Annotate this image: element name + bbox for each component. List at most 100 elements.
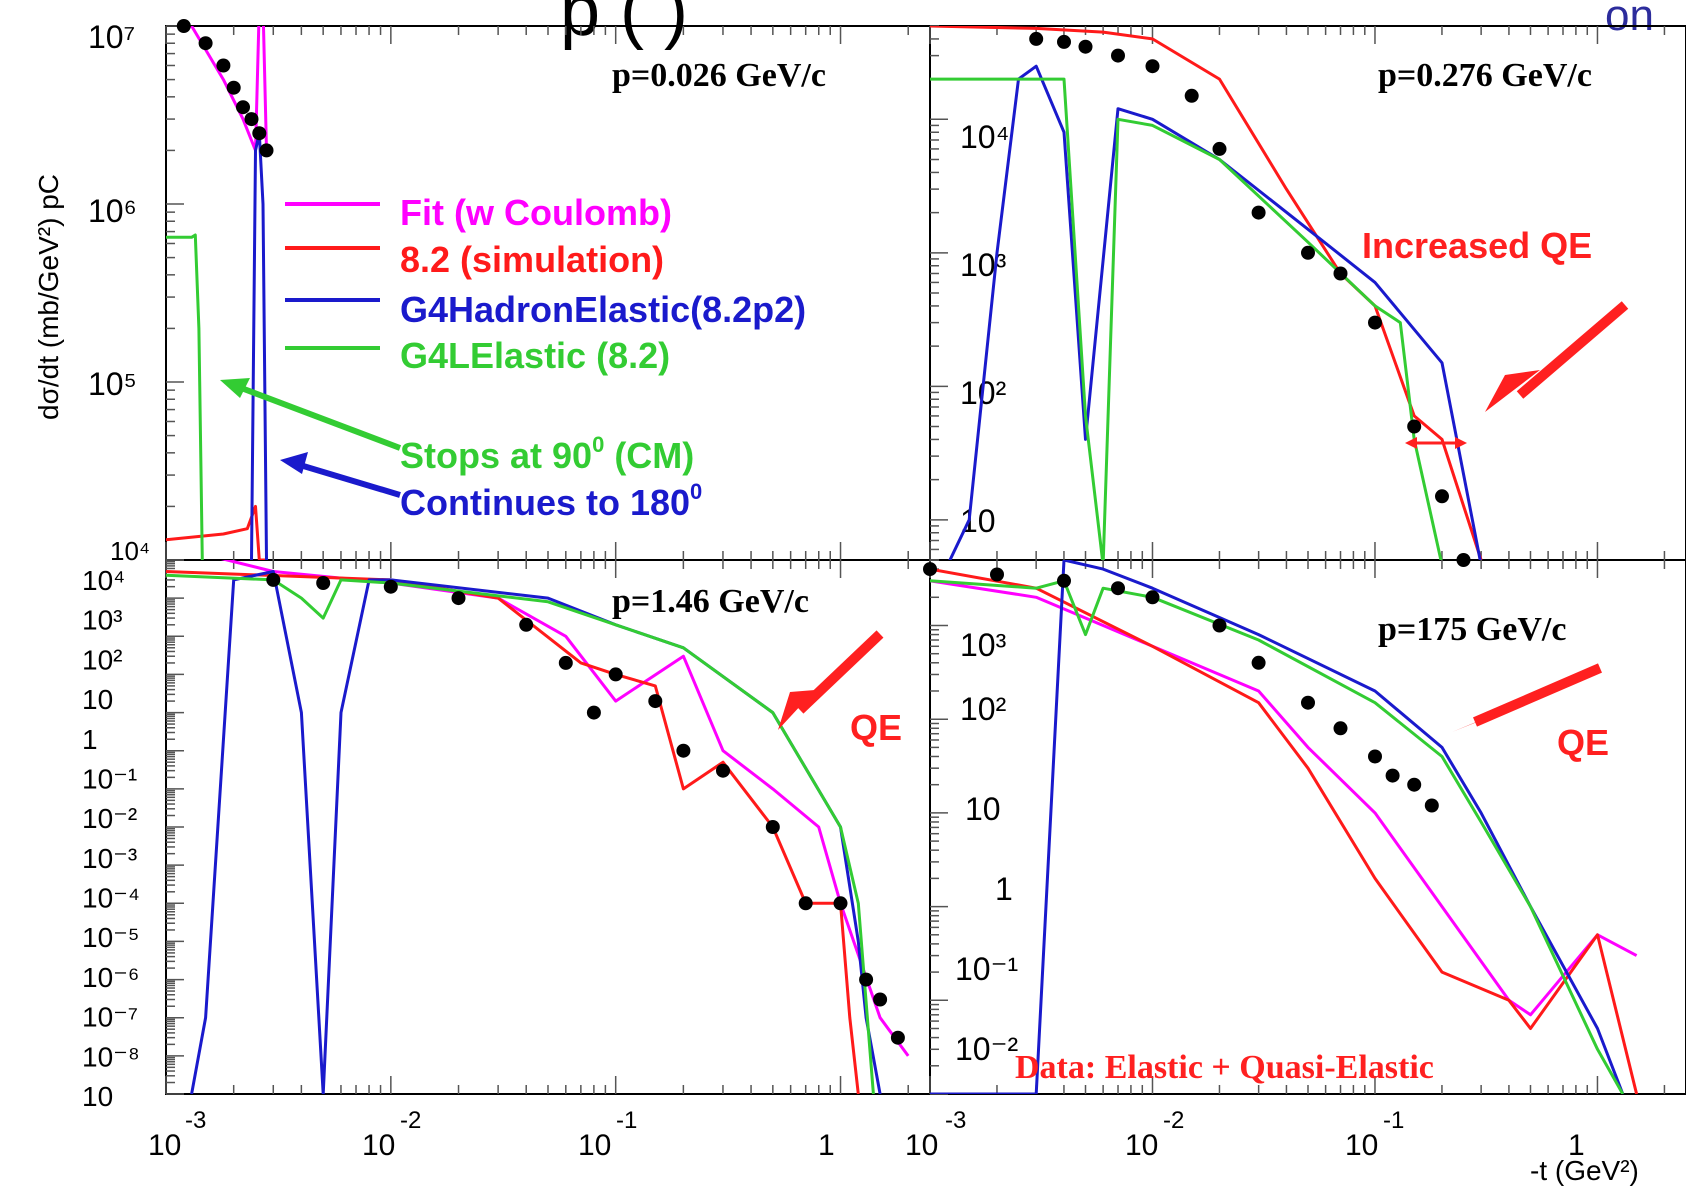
- arrow-qe-left: [796, 630, 884, 714]
- data-point: [1078, 39, 1093, 54]
- annotation-qe-right: QE: [1557, 722, 1609, 763]
- x-tick-label: 10: [1345, 1129, 1378, 1162]
- series-line-g4hadronelastic-8-2p2-: [948, 64, 1482, 560]
- x-tick-label: 10: [1125, 1129, 1158, 1162]
- data-point: [648, 694, 663, 709]
- data-point: [990, 567, 1004, 582]
- data-point: [1301, 695, 1315, 710]
- y-tick-label: 10⁻³: [82, 843, 137, 874]
- annotation-data-note: Data: Elastic + Quasi-Elastic: [1015, 1049, 1434, 1086]
- series-line-g4hadronelastic-8-2p2-: [250, 131, 268, 560]
- y-tick-label: 10⁴: [82, 565, 125, 596]
- y-tick-label: 10⁴: [110, 536, 150, 566]
- x-tick-label: 10: [578, 1129, 611, 1162]
- series-layer: [165, 25, 1666, 1095]
- panel-top-right: [929, 25, 1686, 561]
- y-ticks-top-left: 10⁷ 10⁶ 10⁵ 10⁴: [88, 19, 150, 566]
- y-tick-label: 10⁻¹: [955, 951, 1018, 987]
- series-line-8-2-simulation-: [930, 26, 1483, 560]
- annotation-continues-arrowhead: [280, 452, 308, 474]
- y-ticks-top-right: 10⁴ 10³ 10² 10: [960, 119, 1009, 539]
- data-point: [716, 763, 730, 778]
- y-tick-label: 10⁻²: [82, 803, 137, 834]
- legend-label-lelastic: G4LElastic (8.2): [400, 335, 670, 376]
- data-point: [676, 743, 691, 758]
- y-tick-label: 10⁻¹: [82, 763, 137, 794]
- annotation-stops-main: Stops at 90: [400, 435, 592, 476]
- data-point: [1424, 798, 1439, 813]
- panel-bottom-right: [929, 559, 1686, 1095]
- y-tick-label: 10⁻²: [955, 1031, 1018, 1067]
- data-point: [833, 896, 848, 911]
- data-point: [1435, 489, 1449, 504]
- data-point: [1145, 59, 1160, 74]
- annotation-continues-arrow: [289, 459, 401, 498]
- y-tick-label: 10³: [82, 605, 122, 636]
- annotation-continues-degree: 0: [690, 479, 702, 504]
- data-point: [923, 562, 937, 577]
- legend-label-sim: 8.2 (simulation): [400, 239, 664, 280]
- data-point: [608, 667, 623, 682]
- data-point: [890, 1030, 905, 1045]
- x-ticks: 10 -3 10 -2 10 -1 1 10 -3 10 -2 10 -1 1: [148, 1107, 1585, 1162]
- y-tick-label: 10: [82, 684, 113, 715]
- series-line-g4lelastic-8-2-: [166, 233, 204, 560]
- y-tick-label: 10⁻⁸: [82, 1041, 140, 1072]
- y-tick-label: 10⁻⁶: [82, 962, 139, 993]
- x-tick-label: 10: [148, 1129, 181, 1162]
- annotation-continues-main: Continues to 180: [400, 482, 690, 523]
- panel-title-bottom-left: p=1.46 GeV/c: [612, 583, 809, 620]
- data-point: [1212, 618, 1227, 633]
- y-tick-label: 10³: [960, 627, 1007, 663]
- annotation-stops-arrow: [226, 380, 402, 451]
- y-tick-label: 10⁴: [960, 119, 1009, 155]
- data-point: [1145, 590, 1160, 605]
- data-point: [1111, 581, 1125, 596]
- x-axis-label: -t (GeV²): [1530, 1155, 1639, 1186]
- y-tick-label: 1: [995, 871, 1013, 907]
- series-line-fit-w-coulomb-: [220, 560, 910, 1057]
- annotation-stops-text: Stops at 900 (CM): [400, 432, 694, 476]
- series-line-g4lelastic-8-2-: [930, 579, 1625, 1094]
- data-point: [198, 36, 213, 51]
- data-point: [226, 80, 241, 95]
- annotation-qe-left: QE: [850, 707, 902, 748]
- y-ticks-bottom-right: 10³ 10² 10 1 10⁻¹ 10⁻²: [955, 627, 1018, 1067]
- data-point: [1251, 655, 1266, 670]
- data-point: [798, 896, 813, 911]
- x-tick-label: 1: [1568, 1129, 1585, 1162]
- y-tick-label: 10: [965, 791, 1001, 827]
- x-tick-label: 1: [818, 1129, 835, 1162]
- data-point: [859, 972, 874, 987]
- y-tick-label: 10²: [82, 644, 122, 675]
- data-point: [216, 58, 231, 73]
- data-point: [1385, 768, 1400, 783]
- annotation-increased-qe: Increased QE: [1362, 225, 1592, 266]
- data-point: [1212, 141, 1227, 156]
- series-line-8-2-simulation-: [930, 567, 1639, 1094]
- x-tick-label: 10: [362, 1129, 395, 1162]
- data-point: [244, 112, 259, 127]
- y-tick-label: 10⁻⁷: [82, 1002, 138, 1033]
- arrowhead-qe-right: [1452, 710, 1505, 732]
- series-line-8-2-simulation-: [166, 570, 860, 1094]
- annotation-continues-text: Continues to 1800: [400, 479, 702, 523]
- x-tick-label: -3: [945, 1107, 966, 1134]
- data-point: [558, 655, 573, 670]
- y-tick-label: 10⁷: [88, 19, 135, 55]
- annotation-stops-suffix: (CM): [604, 435, 694, 476]
- annotation-stops-arrowhead: [220, 378, 250, 398]
- data-point: [1029, 31, 1044, 46]
- x-tick-label: -1: [1383, 1107, 1404, 1134]
- x-tick-label: -3: [185, 1107, 206, 1134]
- data-point: [1184, 88, 1199, 103]
- y-tick-label: 10⁻⁵: [82, 922, 140, 953]
- data-point: [1057, 573, 1071, 588]
- data-point: [586, 705, 601, 720]
- x-tick-label: -1: [616, 1107, 637, 1134]
- y-tick-label: 10⁻⁴: [82, 883, 140, 914]
- data-point: [1333, 721, 1348, 736]
- y-tick-label: 10⁵: [88, 366, 137, 402]
- data-point: [873, 992, 888, 1007]
